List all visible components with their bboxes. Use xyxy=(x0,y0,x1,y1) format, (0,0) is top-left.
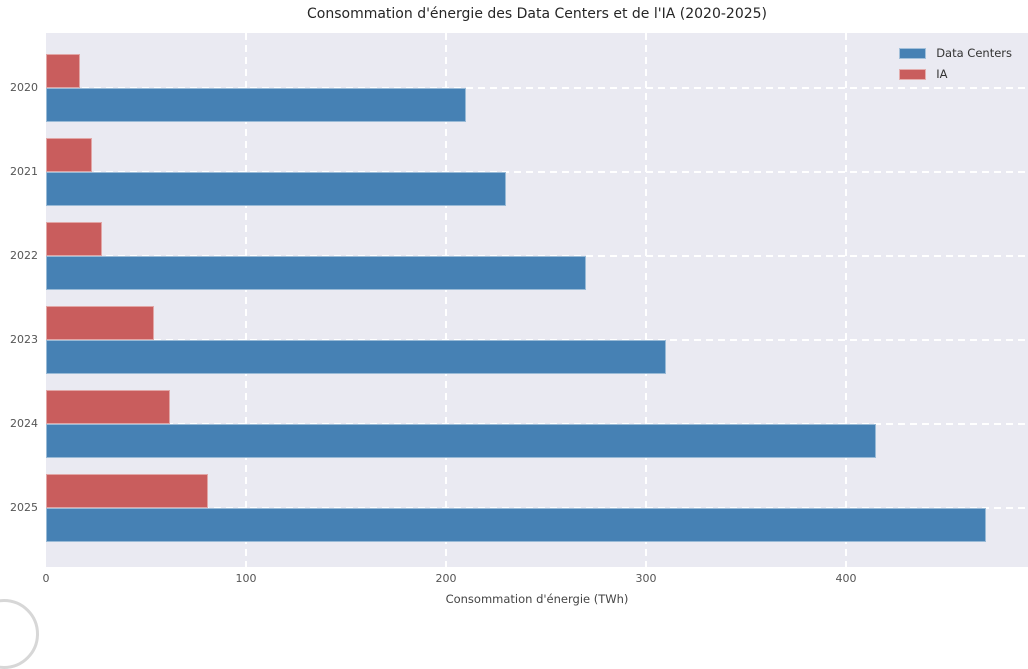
y-tick-2024: 2024 xyxy=(10,417,38,430)
bar-ia-2021 xyxy=(46,138,92,172)
legend-label: IA xyxy=(936,67,948,81)
bar-data-centers-2020 xyxy=(46,88,466,122)
y-tick-2022: 2022 xyxy=(10,249,38,262)
x-axis-label: Consommation d'énergie (TWh) xyxy=(445,592,629,606)
plot-area: Data Centers IA xyxy=(46,33,1028,567)
legend-entry-data-centers: Data Centers xyxy=(899,46,1012,60)
x-tick-300: 300 xyxy=(635,572,657,585)
bar-ia-2020 xyxy=(46,54,80,88)
vertical-gridline-400 xyxy=(845,33,847,567)
chart-figure: Consommation d'énergie des Data Centers … xyxy=(0,6,1028,669)
legend-label: Data Centers xyxy=(936,46,1012,60)
vertical-gridline-300 xyxy=(645,33,647,567)
bar-data-centers-2021 xyxy=(46,172,506,206)
bar-data-centers-2022 xyxy=(46,256,586,290)
x-tick-0: 0 xyxy=(42,572,50,585)
legend: Data Centers IA xyxy=(891,40,1020,87)
bar-data-centers-2023 xyxy=(46,340,666,374)
y-tick-2020: 2020 xyxy=(10,81,38,94)
bar-data-centers-2024 xyxy=(46,424,876,458)
bar-ia-2024 xyxy=(46,390,170,424)
legend-swatch-icon xyxy=(899,47,927,59)
corner-artifact xyxy=(0,599,39,669)
bar-ia-2025 xyxy=(46,474,208,508)
legend-entry-ia: IA xyxy=(899,67,1012,81)
y-tick-2023: 2023 xyxy=(10,333,38,346)
bar-ia-2023 xyxy=(46,306,154,340)
horizontal-gridline-2021 xyxy=(46,171,1028,173)
bar-ia-2022 xyxy=(46,222,102,256)
chart-title: Consommation d'énergie des Data Centers … xyxy=(307,6,767,22)
vertical-gridline-100 xyxy=(245,33,247,567)
legend-swatch-icon xyxy=(899,68,927,80)
x-tick-100: 100 xyxy=(235,572,257,585)
bar-data-centers-2025 xyxy=(46,508,986,542)
vertical-gridline-200 xyxy=(445,33,447,567)
x-tick-200: 200 xyxy=(435,572,457,585)
horizontal-gridline-2020 xyxy=(46,87,1028,89)
y-tick-2021: 2021 xyxy=(10,165,38,178)
x-tick-400: 400 xyxy=(835,572,857,585)
y-tick-2025: 2025 xyxy=(10,501,38,514)
